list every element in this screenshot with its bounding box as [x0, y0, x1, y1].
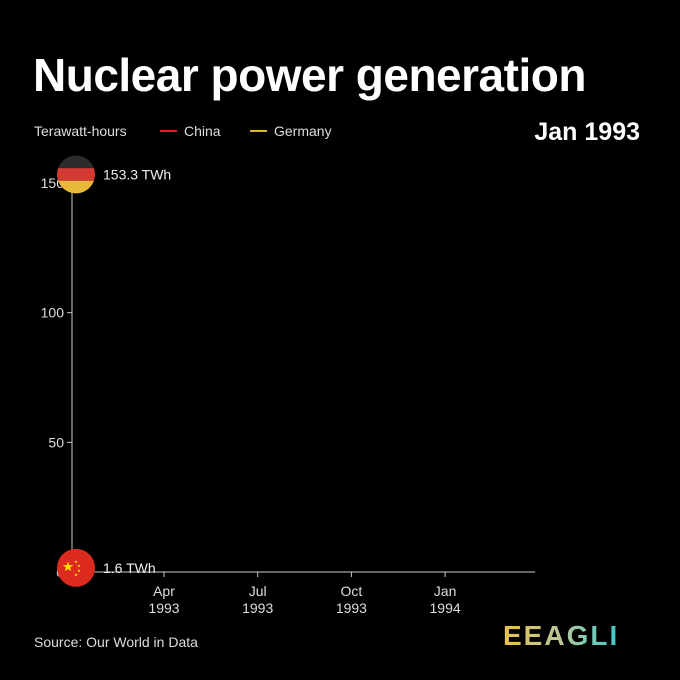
x-tick-label: 1993 [242, 600, 273, 616]
china-flag-icon [57, 548, 95, 587]
x-tick-label: 1994 [430, 600, 461, 616]
x-tick-label: 1993 [148, 600, 179, 616]
chart-title: Nuclear power generation [33, 49, 586, 101]
y-axis-label: Terawatt-hours [34, 123, 127, 139]
germany-flag-icon [57, 155, 95, 194]
legend-label-germany: Germany [274, 123, 332, 139]
source-note: Source: Our World in Data [34, 634, 198, 650]
y-tick-label: 100 [41, 305, 65, 321]
x-tick-label: 1993 [336, 600, 367, 616]
legend-label-china: China [184, 123, 221, 139]
x-tick-label: Jan [434, 583, 457, 599]
x-tick-label: Jul [249, 583, 267, 599]
current-date: Jan 1993 [534, 118, 640, 146]
brand-logo: EEAGLI [503, 620, 620, 651]
y-tick-label: 50 [48, 434, 64, 450]
x-tick-label: Oct [341, 583, 363, 599]
value-label-germany: 153.3 TWh [103, 166, 171, 182]
value-label-china: 1.6 TWh [103, 560, 156, 576]
x-tick-label: Apr [153, 583, 175, 599]
